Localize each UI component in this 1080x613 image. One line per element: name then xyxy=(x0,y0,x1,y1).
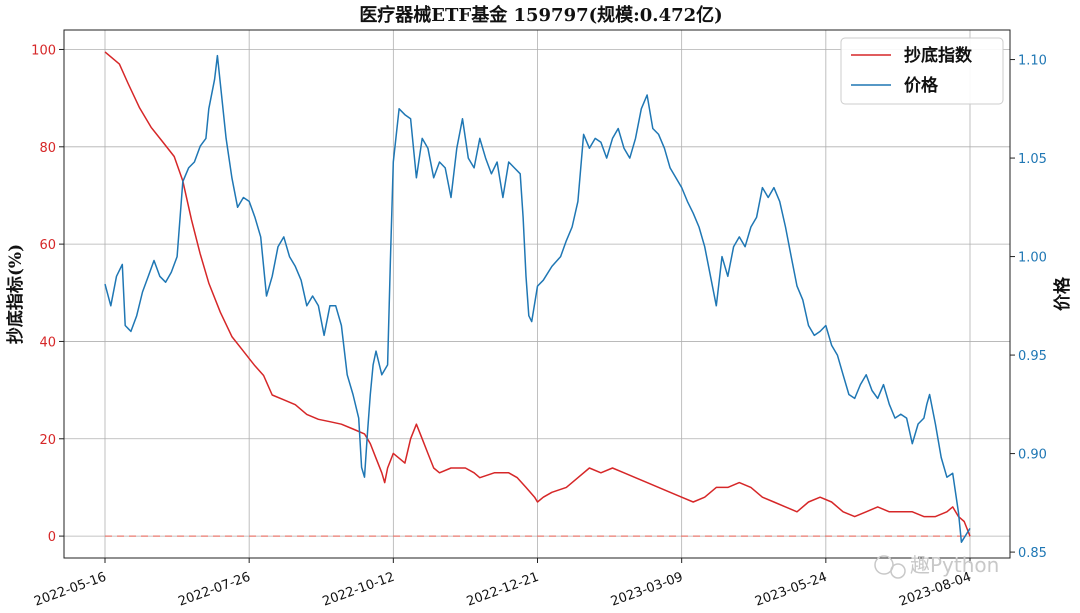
x-tick-label: 2022-10-12 xyxy=(321,570,397,610)
x-tick-label: 2022-07-26 xyxy=(176,570,252,610)
x-axis-ticks: 2022-05-16 2022-07-26 2022-10-12 2022-12-21… xyxy=(32,558,973,610)
right-tick-label: 0.90 xyxy=(1018,448,1047,463)
right-tick-label: 1.00 xyxy=(1018,251,1047,266)
right-tick-label: 1.10 xyxy=(1018,54,1047,69)
x-tick-label: 2023-05-24 xyxy=(753,570,829,610)
series-line-bottom-index xyxy=(104,51,971,537)
legend-label-price: 价格 xyxy=(904,75,939,96)
right-axis-label: 价格 xyxy=(1052,276,1073,311)
left-tick-label: 80 xyxy=(39,141,56,156)
series-line-price xyxy=(104,54,971,543)
right-tick-label: 0.95 xyxy=(1018,349,1047,364)
right-tick-label: 0.85 xyxy=(1018,546,1047,561)
watermark-icon xyxy=(874,555,894,575)
watermark: 趣Python xyxy=(874,553,999,579)
left-tick-label: 40 xyxy=(39,335,56,350)
left-tick-label: 20 xyxy=(39,433,56,448)
legend-label-bottom-index: 抄底指数 xyxy=(904,45,973,66)
plot-frame xyxy=(63,29,1011,559)
chart-title: 医疗器械ETF基金 159797(规模:0.472亿) xyxy=(359,4,722,26)
watermark-icon-small xyxy=(890,563,906,579)
x-tick-label: 2022-05-16 xyxy=(32,570,108,610)
left-tick-label: 60 xyxy=(39,238,56,253)
x-tick-label: 2023-03-09 xyxy=(609,570,685,610)
series-group xyxy=(104,51,971,543)
right-axis-ticks: 0.85 0.90 0.95 1.00 1.05 1.10 xyxy=(1010,54,1047,561)
left-tick-label: 100 xyxy=(31,43,56,58)
grid xyxy=(64,30,1010,558)
left-axis-ticks: 0 20 40 60 80 100 xyxy=(31,43,64,545)
left-tick-label: 0 xyxy=(48,530,56,545)
right-tick-label: 1.05 xyxy=(1018,152,1047,167)
legend: 抄底指数 价格 xyxy=(840,37,1004,105)
left-axis-label: 抄底指标(%) xyxy=(5,244,26,344)
watermark-text: 趣Python xyxy=(910,553,999,577)
x-tick-label: 2022-12-21 xyxy=(465,570,541,610)
